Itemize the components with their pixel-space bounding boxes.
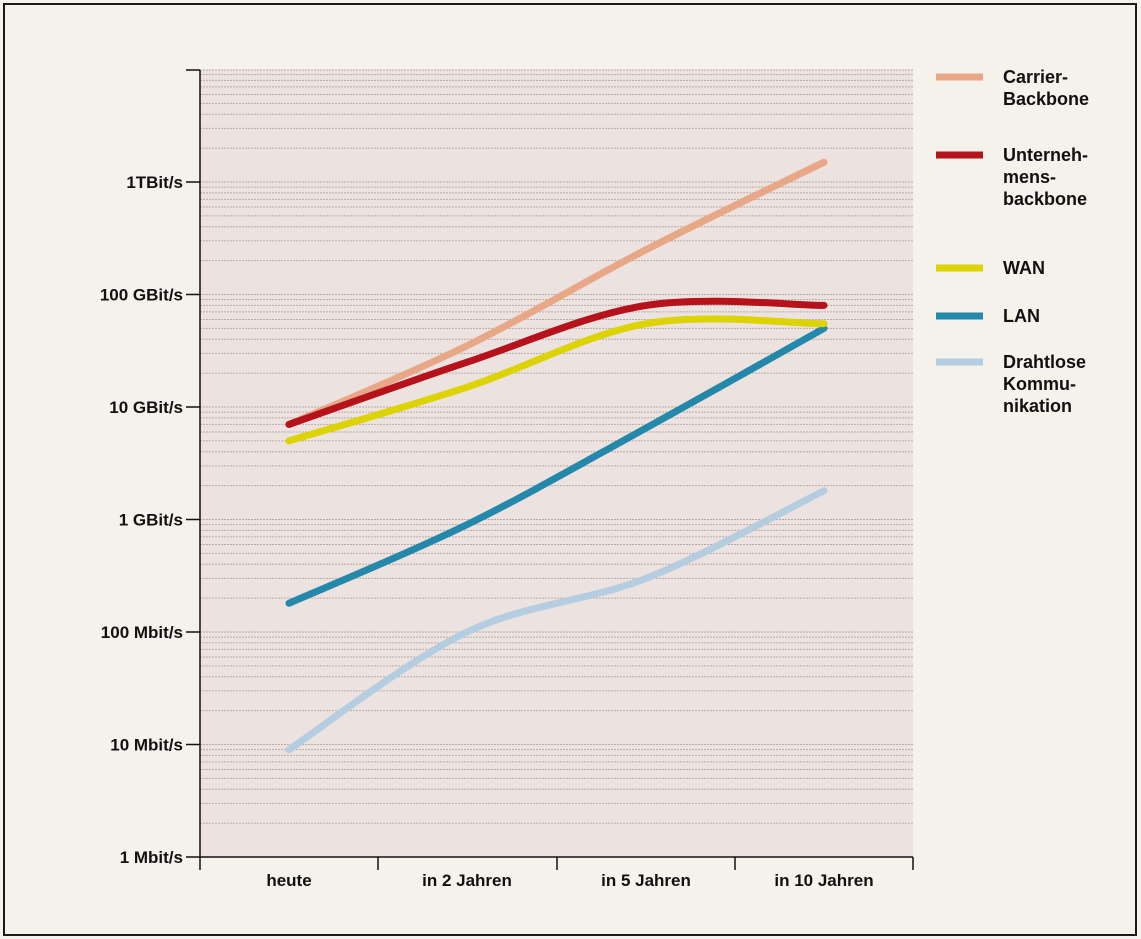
x-tick-label: in 5 Jahren	[601, 871, 691, 890]
series-lines	[285, 158, 828, 754]
legend-label: Carrier-Backbone	[1003, 67, 1089, 109]
x-tick-label: in 10 Jahren	[774, 871, 873, 890]
y-tick-label: 10 GBit/s	[109, 398, 183, 417]
x-tick-label: heute	[266, 871, 311, 890]
legend-label: Drahtlose Kommu-nikation	[1003, 352, 1086, 416]
y-tick-label: 1TBit/s	[126, 173, 183, 192]
y-tick-label: 1 GBit/s	[119, 511, 183, 530]
series-line	[285, 297, 828, 428]
series-line	[285, 324, 828, 607]
x-axis-ticks: heute in 2 Jahren in 5 Jahren in 10 Jahren	[199, 857, 914, 890]
y-tick-label: 100 Mbit/s	[101, 623, 183, 642]
x-tick-label: in 2 Jahren	[422, 871, 512, 890]
series-line	[285, 487, 828, 754]
y-tick-label: 1 Mbit/s	[120, 848, 183, 867]
legend-label: LAN	[1003, 306, 1040, 326]
legend: Carrier-Backbone Unterneh-mens-backbone WA…	[936, 67, 1089, 416]
grid-lines	[200, 69, 913, 858]
series-line	[285, 315, 828, 445]
y-tick-label: 10 Mbit/s	[110, 736, 183, 755]
series-line	[285, 158, 828, 428]
legend-label: Unterneh-mens-backbone	[1003, 145, 1088, 209]
legend-label: WAN	[1003, 258, 1045, 278]
y-tick-label: 100 GBit/s	[100, 286, 183, 305]
y-axis-ticks: 1 Mbit/s 10 Mbit/s 100 Mbit/s 1 GBit/s 10 GB…	[100, 173, 200, 867]
